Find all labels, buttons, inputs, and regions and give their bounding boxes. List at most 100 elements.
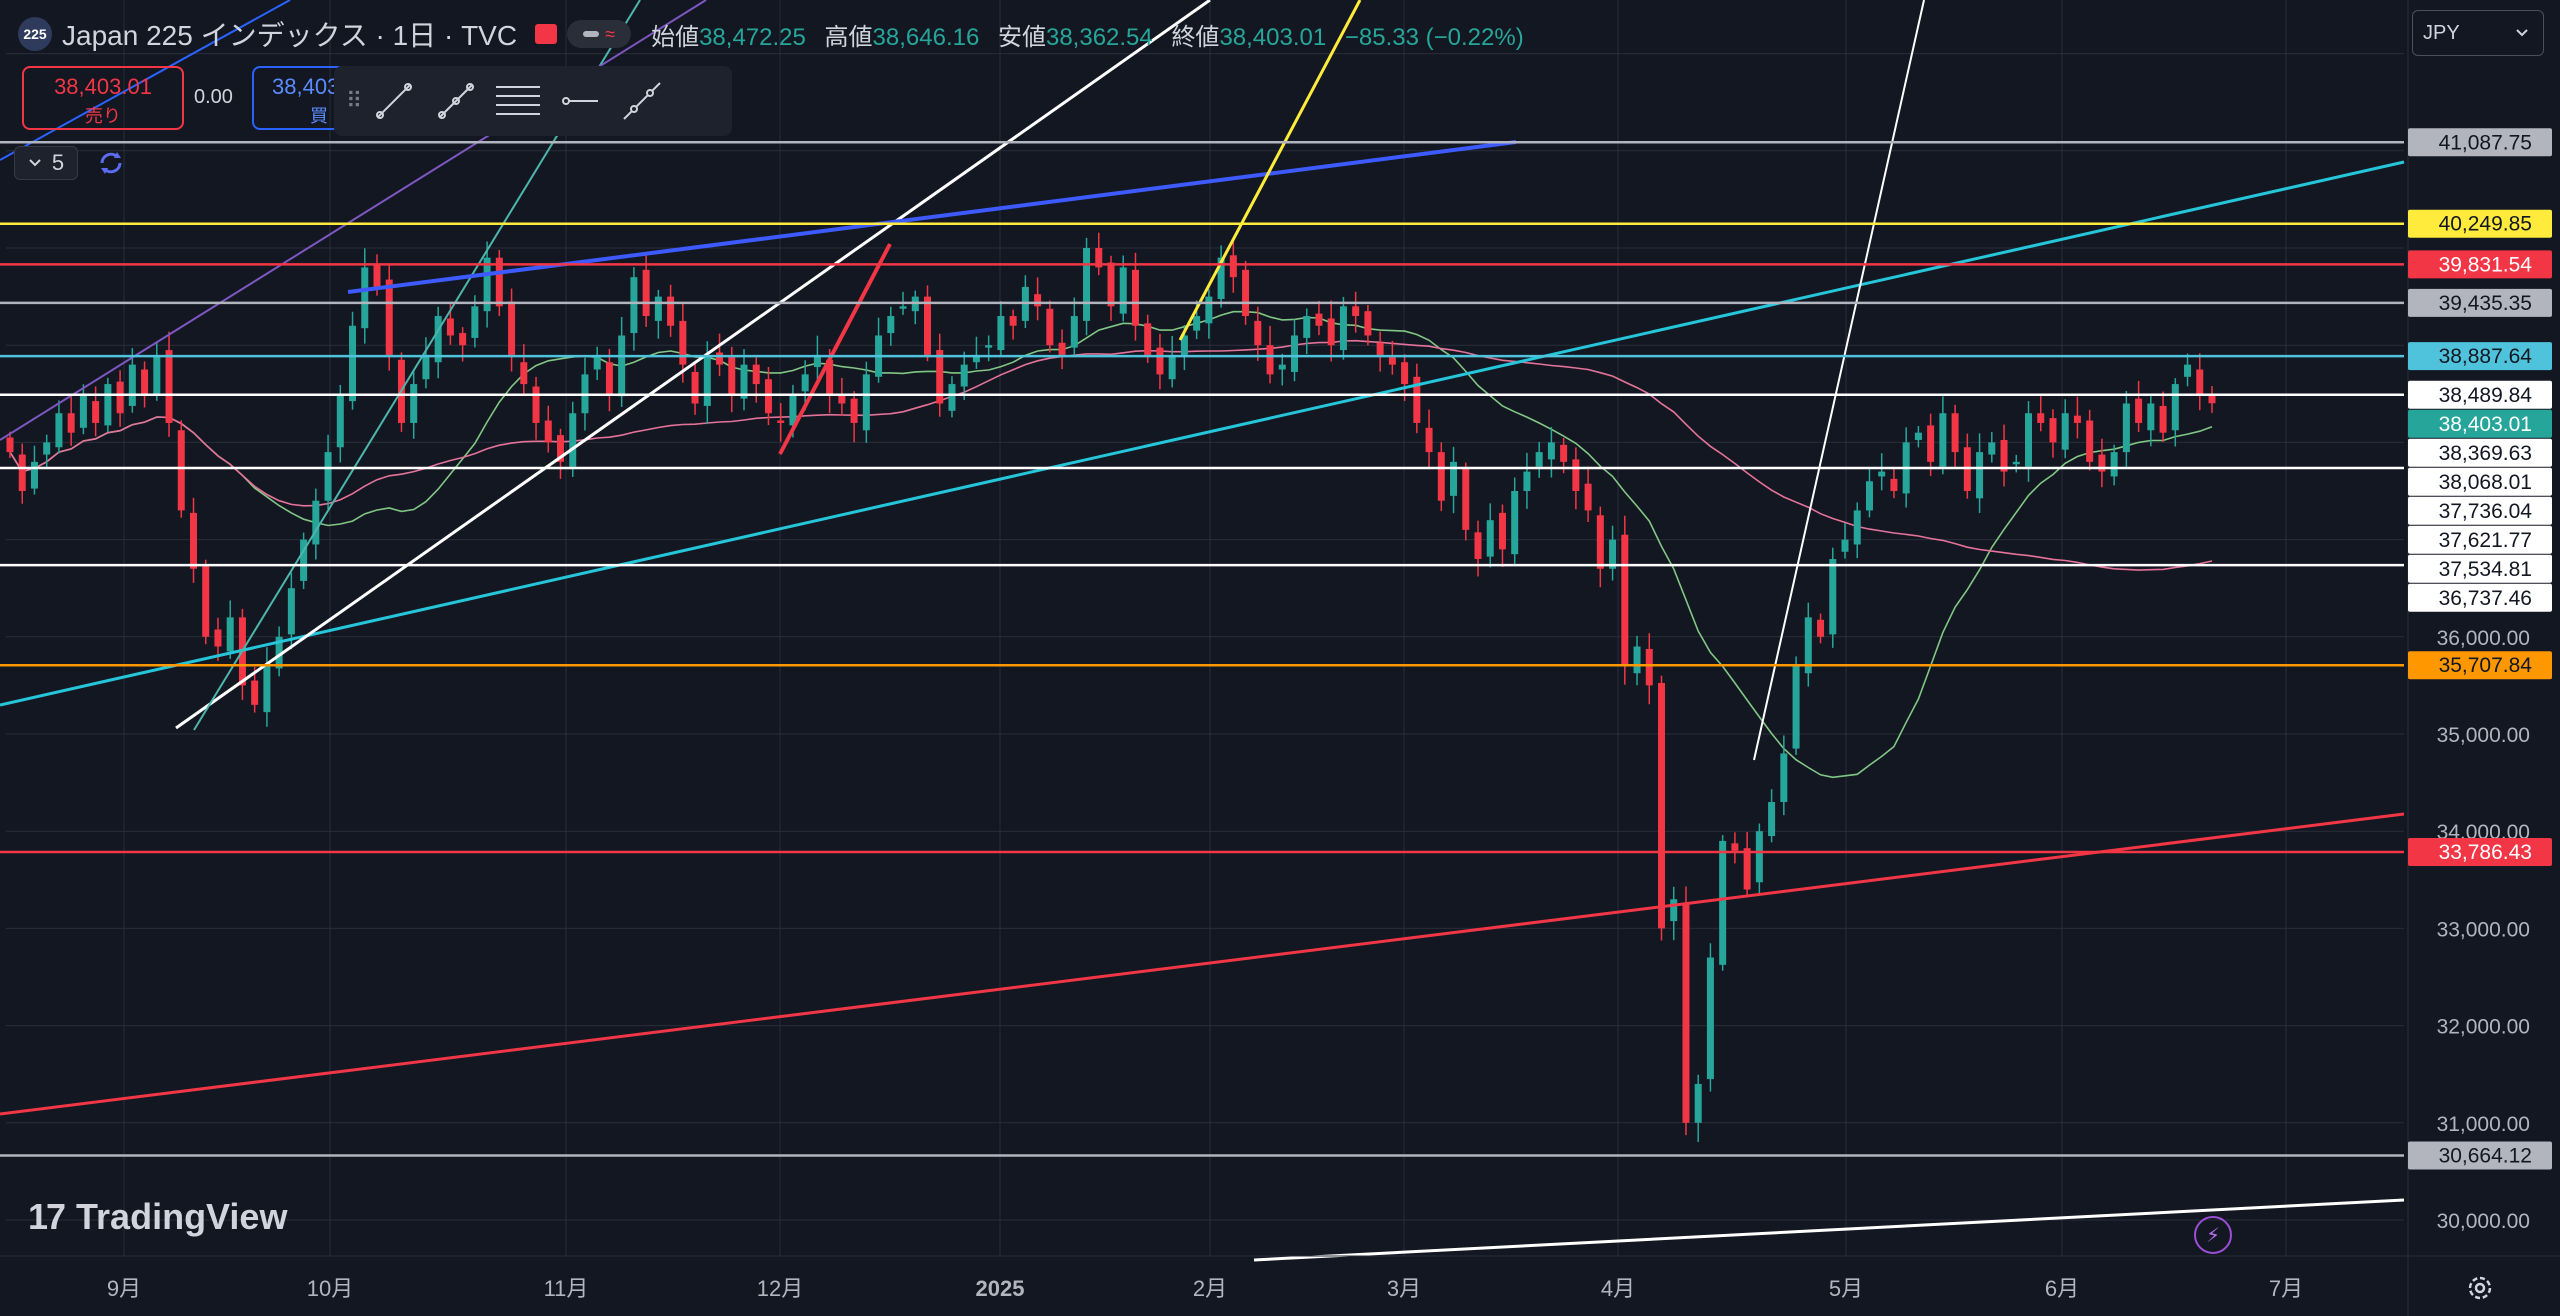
candle-body [703, 354, 711, 406]
candle-body [1609, 539, 1617, 569]
price-label-tag [2408, 380, 2552, 409]
candle-body [1315, 313, 1323, 326]
candle-body [1437, 452, 1445, 501]
candle-body [1927, 425, 1935, 462]
fib-lines-icon[interactable] [490, 73, 546, 129]
sync-icon[interactable] [96, 148, 126, 178]
price-label-text: 37,736.04 [2439, 500, 2533, 523]
time-axis-tick: 7月 [2269, 1276, 2303, 1301]
price-label-tag [2408, 438, 2552, 467]
horizontal-levels[interactable] [0, 141, 2404, 1157]
candle-body [862, 374, 870, 431]
candle-body [1547, 442, 1555, 460]
candle-body [361, 267, 369, 329]
candle-body [300, 539, 308, 581]
candle-body [1352, 306, 1360, 317]
candle-body [1046, 308, 1054, 346]
time-axis-tick: 11月 [544, 1276, 589, 1301]
market-status-pill[interactable]: ≈ [567, 20, 632, 48]
time-axis-tick: 12月 [757, 1276, 803, 1301]
candle-body [2025, 413, 2032, 467]
low-label: 安値 [997, 23, 1046, 51]
candle-body [1633, 646, 1641, 674]
candle-body [495, 257, 503, 307]
candle-body [1755, 831, 1763, 883]
buy-button[interactable]: 38,403.01 買 [252, 66, 346, 130]
candle-body [2208, 393, 2216, 404]
buy-price: 38,403.01 [272, 74, 344, 99]
drawing-toolbar: ⠿ [334, 66, 732, 136]
candle-body [1254, 320, 1262, 346]
path-icon[interactable] [428, 73, 484, 129]
candle-body [1535, 452, 1543, 467]
candle-body [777, 420, 785, 423]
interval-selector[interactable]: 5 [14, 146, 78, 180]
change-value: −85.33 (−0.22%) [1344, 23, 1524, 51]
low-value: 38,362.54 [1045, 23, 1153, 51]
symbol-badge[interactable]: 225 [18, 17, 52, 51]
candle-body [275, 636, 283, 669]
time-axis-tick: 5月 [1829, 1276, 1863, 1301]
trend-line-icon[interactable] [366, 73, 422, 129]
candle-body [1303, 316, 1311, 338]
currency-select[interactable]: JPY [2412, 10, 2544, 56]
interval-count: 5 [51, 150, 65, 175]
candle-body [1144, 323, 1152, 355]
flag-icon[interactable] [535, 24, 558, 44]
sell-button[interactable]: 38,403.01 売り [22, 66, 184, 130]
candle-body [605, 362, 613, 394]
symbol-header: 225 Japan 225 インデックス · 1日 · TVC ≈ 始値38,4… [18, 14, 1536, 54]
candle-body [1670, 899, 1678, 922]
candle-body [1865, 481, 1873, 511]
price-label-tag [2408, 1141, 2552, 1170]
drawing-objects[interactable] [0, 0, 2405, 1262]
gear-icon[interactable] [2464, 1272, 2496, 1304]
price-axis-tick: 36,000.00 [2437, 627, 2530, 650]
currency-label: JPY [2423, 21, 2460, 44]
logo-text: TradingView [76, 1196, 288, 1237]
trendline-cyan [0, 160, 2405, 707]
candle-body [2073, 415, 2081, 423]
candle-body [459, 333, 467, 346]
price-axis-tick: 31,000.00 [2437, 1113, 2530, 1136]
buy-label: 買 [310, 106, 328, 126]
close-label: 終値 [1171, 23, 1220, 51]
tradingview-logo[interactable]: 17 TradingView [28, 1196, 287, 1238]
candle-body [532, 386, 540, 423]
lightning-icon[interactable]: ⚡ [2194, 1216, 2232, 1254]
trendline-white-steep [1753, 0, 1925, 761]
price-label-text: 37,534.81 [2439, 558, 2532, 581]
candle-body [165, 350, 173, 423]
candle-body [263, 665, 271, 713]
horizontal-ray-icon[interactable] [552, 73, 608, 129]
candle-body [226, 617, 234, 652]
candle-body [2086, 420, 2094, 462]
drag-handle-icon[interactable]: ⠿ [346, 88, 362, 113]
candle-body [997, 316, 1005, 351]
candle-body [1645, 648, 1653, 686]
candle-body [1706, 957, 1714, 1080]
candle-body [2049, 418, 2057, 443]
candle-body [1743, 848, 1751, 890]
candle-body [544, 420, 552, 443]
candle-body [1523, 471, 1531, 491]
trendline-white [175, 0, 1211, 730]
sell-price: 38,403.01 [54, 74, 152, 99]
price-label-text: 33,786.43 [2439, 841, 2532, 864]
candle-body [1450, 461, 1458, 496]
candle-body [1339, 306, 1347, 351]
candle-body [1205, 296, 1213, 324]
time-axis[interactable]: 9月 10月 11月 12月 2025 2月 3月 4月 5月 6月 7月 [0, 1255, 2560, 1301]
candle-body [1425, 427, 1433, 453]
candle-body [2196, 369, 2204, 394]
time-axis-tick: 6月 [2045, 1276, 2079, 1301]
symbol-title[interactable]: Japan 225 インデックス · 1日 · TVC [62, 20, 518, 51]
trendline-yellow [1178, 0, 1362, 341]
candle-body [1719, 840, 1727, 965]
candle-body [190, 512, 197, 569]
trendline-white-bottom [1253, 1198, 2405, 1262]
extended-line-icon[interactable] [614, 73, 670, 129]
candle-body [752, 364, 760, 385]
time-axis-tick: 9月 [107, 1276, 141, 1301]
